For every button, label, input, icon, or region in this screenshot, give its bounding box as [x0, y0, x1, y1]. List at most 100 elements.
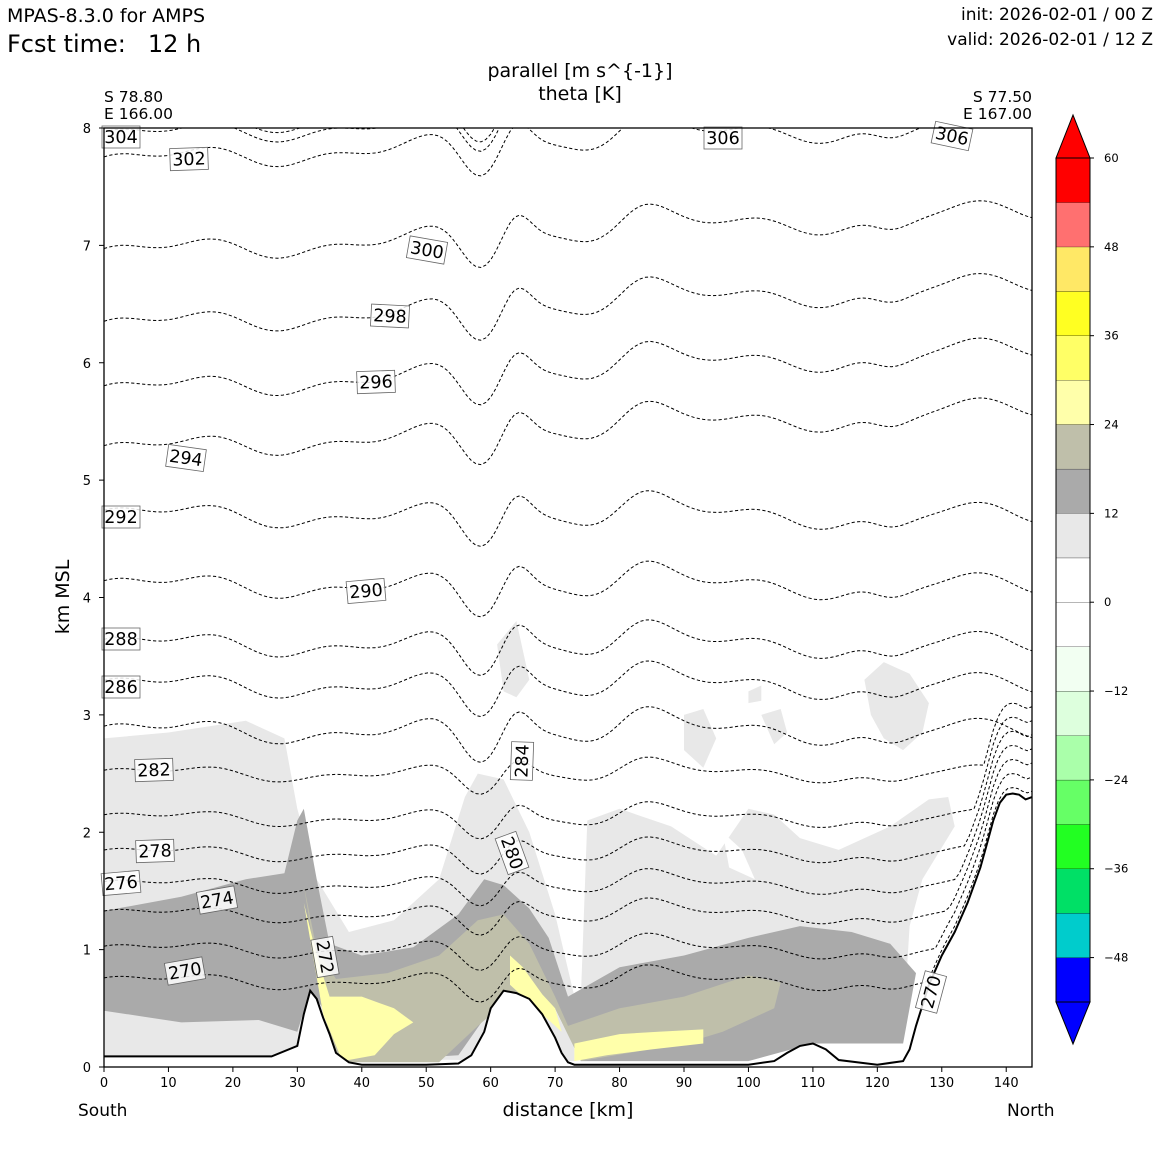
colorbar-swatch: [1056, 957, 1090, 1002]
colorbar-swatch: [1056, 735, 1090, 780]
theta-label-text: 304: [104, 128, 137, 148]
forecast-time: Fcst time: 12 h: [7, 30, 201, 58]
theta-contour-292: [104, 490, 1032, 547]
wind-fill-6-12-6: [748, 685, 762, 704]
theta-label-294: 294: [165, 444, 207, 472]
theta-label-text: 278: [138, 841, 172, 862]
x-tick-label: 110: [800, 1076, 825, 1091]
x-tick-label: 120: [865, 1076, 890, 1091]
theta-label-292: 292: [101, 505, 141, 529]
x-tick-label: 100: [736, 1076, 761, 1091]
colorbar-over-arrow: [1055, 113, 1091, 159]
x-tick-label: 60: [482, 1076, 499, 1091]
theta-label-296: 296: [356, 369, 396, 395]
theta-label-286: 286: [101, 675, 141, 699]
colorbar-swatch: [1056, 291, 1090, 336]
theta-label-box: [914, 970, 948, 1014]
x-tick-label: 90: [676, 1076, 693, 1091]
wind-fill-6-12-5: [761, 709, 788, 745]
theta-contour-274: [104, 758, 1032, 936]
colorbar-tick-label: 0: [1104, 595, 1111, 609]
theta-contour-290: [104, 560, 1032, 618]
y-tick-label: 6: [83, 357, 91, 372]
x-tick-label: 0: [100, 1076, 108, 1091]
wind-fill-clear-1: [722, 832, 755, 880]
theta-label-box: [405, 235, 449, 265]
colorbar-swatch: [1056, 468, 1090, 514]
right-endpoint: S 77.50 E 167.00: [963, 89, 1032, 123]
colorbar-tick-label: 24: [1104, 418, 1119, 432]
colorbar-tick-label: 60: [1104, 151, 1119, 165]
wind-fill-6-12-4: [684, 709, 717, 768]
wind-fill-24-30-11: [574, 1029, 704, 1062]
theta-label-text: 286: [104, 678, 137, 698]
init-time: init: 2026-02-01 / 00 Z: [960, 5, 1153, 25]
theta-label-270: 270: [163, 956, 207, 986]
colorbar-tick-label: 12: [1104, 506, 1119, 520]
theta-label-text: 302: [172, 149, 206, 170]
north-label: North: [1007, 1101, 1055, 1121]
y-tick-label: 0: [83, 1061, 91, 1076]
theta-label-284: 284: [509, 741, 535, 781]
theta-contour-276: [104, 744, 1032, 907]
theta-label-text: 282: [137, 760, 171, 781]
y-tick-label: 3: [83, 709, 91, 724]
theta-contour-306: [253, 128, 496, 143]
x-axis-label: distance [km]: [502, 1099, 634, 1121]
x-axis-ticks: 0 10 20 30 40 50 60 70 80 90 100 110 120 130 140: [100, 1067, 1019, 1091]
wind-fill-6-12-3: [864, 662, 929, 751]
left-endpoint-lon: E 166.00: [104, 105, 173, 123]
theta-label-text: 288: [104, 630, 137, 650]
chart-title: parallel [m s^{-1}]: [487, 60, 673, 82]
x-tick-label: 50: [418, 1076, 435, 1091]
colorbar-swatch: [1056, 824, 1090, 869]
colorbar-swatch: [1056, 424, 1090, 469]
colorbar-swatch: [1056, 779, 1090, 825]
colorbar-swatch: [1056, 691, 1090, 736]
theta-label-box: [101, 627, 141, 651]
colorbar-swatch: [1056, 868, 1090, 914]
wind-fill-24-30-9: [303, 902, 414, 1062]
theta-label-box: [703, 126, 743, 150]
theta-label-text: 292: [104, 508, 137, 528]
chart-subtitle: theta [K]: [538, 83, 622, 105]
colorbar-frame: [1055, 157, 1091, 1003]
x-tick-label: 30: [289, 1076, 306, 1091]
colorbar-tick-label: −48: [1104, 951, 1128, 965]
wind-fill-18-24-8: [303, 885, 781, 1063]
terrain-layer: [104, 792, 1032, 1067]
theta-label-text: 306: [706, 129, 739, 149]
theta-label-302: 302: [169, 146, 209, 172]
colorbar-swatch: [1056, 202, 1090, 247]
theta-label-304: 304: [101, 125, 141, 149]
theta-label-box: [169, 146, 209, 172]
theta-label-box: [165, 444, 207, 472]
y-tick-label: 1: [83, 944, 91, 959]
colorbar-tick-label: −12: [1104, 684, 1128, 698]
theta-label-box: [134, 757, 174, 783]
wind-fill-6-12-2: [497, 621, 530, 698]
colorbar-tick-label: −36: [1104, 862, 1128, 876]
colorbar-under-arrow: [1055, 1001, 1091, 1046]
right-endpoint-lat: S 77.50: [972, 88, 1032, 106]
theta-contour-282: [104, 702, 1032, 795]
colorbar-swatch: [1056, 380, 1090, 425]
x-tick-label: 20: [225, 1076, 242, 1091]
theta-label-box: [494, 830, 530, 876]
colorbar-tick-label: 36: [1104, 329, 1119, 343]
y-tick-label: 5: [83, 474, 91, 489]
colorbar-swatch: [1056, 557, 1090, 603]
right-endpoint-lon: E 167.00: [963, 105, 1032, 123]
y-tick-label: 4: [83, 592, 91, 607]
left-endpoint: S 78.80 E 166.00: [104, 89, 173, 123]
theta-label-box: [195, 885, 239, 915]
colorbar-tick-label: 48: [1104, 240, 1119, 254]
x-tick-label: 70: [547, 1076, 564, 1091]
theta-contour-298: [104, 273, 1032, 341]
theta-label-box: [135, 838, 175, 864]
theta-label-282: 282: [134, 757, 174, 783]
theta-label-306: 306: [703, 126, 743, 150]
colorbar-tick-label: −24: [1104, 773, 1128, 787]
theta-label-box: [345, 577, 387, 605]
